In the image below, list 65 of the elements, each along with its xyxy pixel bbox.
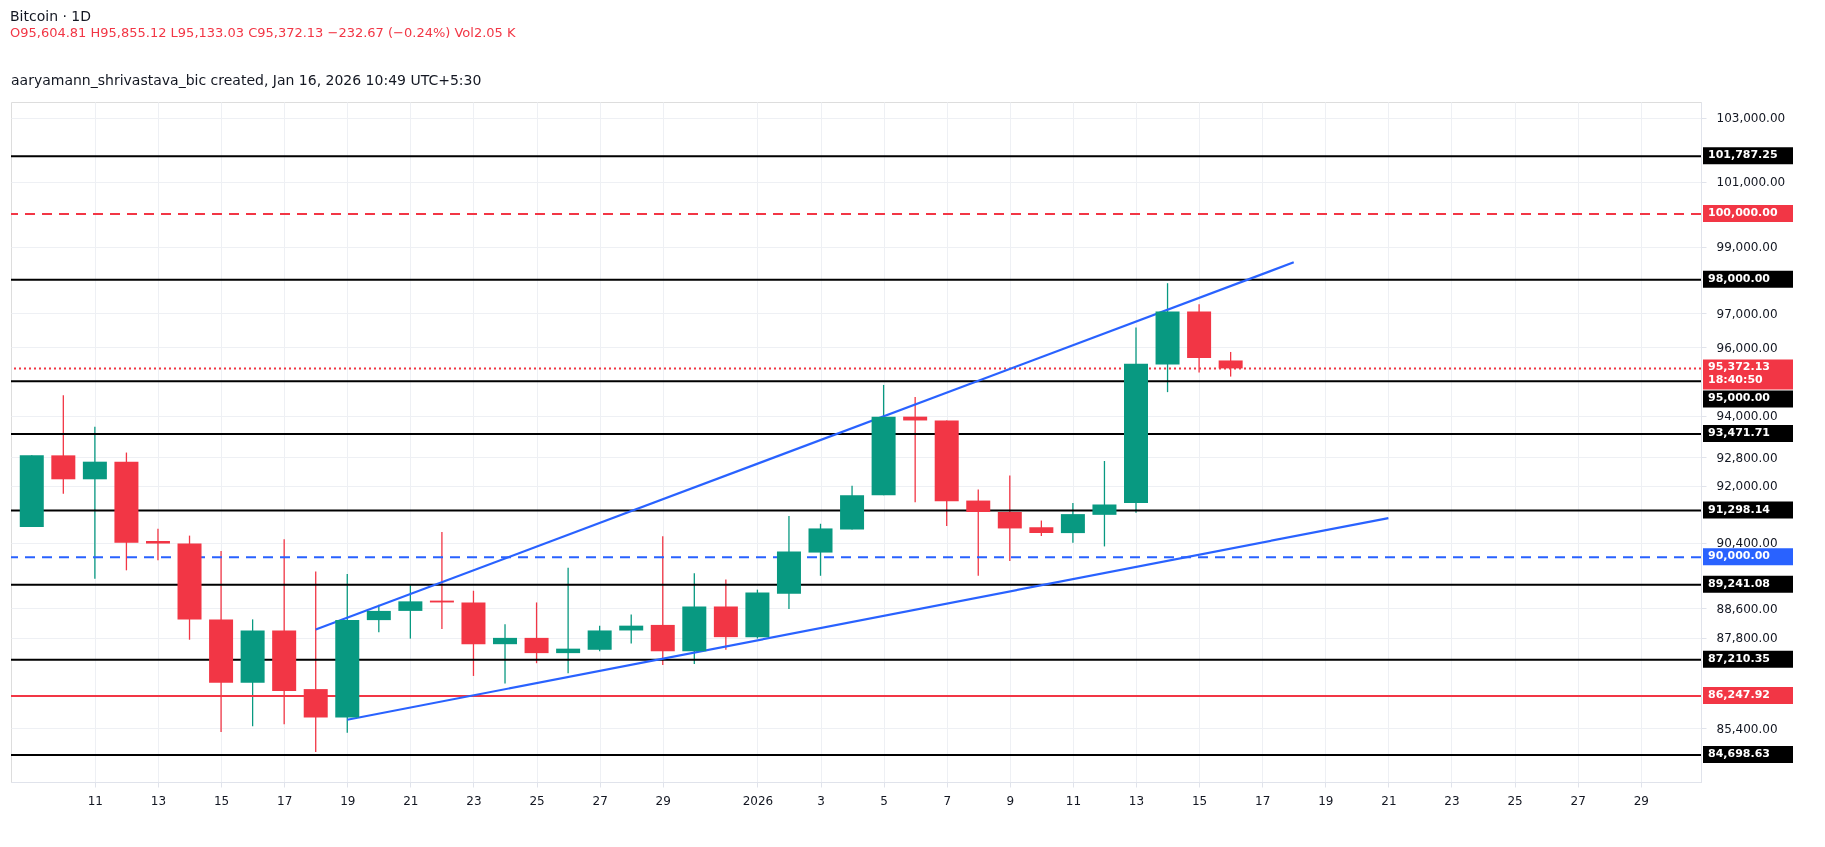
y-tick-label: 99,000.00 (1716, 240, 1778, 255)
ref-line-label: 93,471.71 (1708, 425, 1770, 439)
ref-line-label: 91,298.14 (1708, 502, 1771, 516)
candlestick (82, 426, 107, 580)
ref-line-label: 90,000.00 (1708, 549, 1771, 563)
x-tick-label: 11 (87, 793, 104, 808)
x-tick-label: 27 (1570, 793, 1586, 808)
candlestick (997, 474, 1022, 562)
y-tick-label: 97,000.00 (1716, 306, 1778, 321)
candlestick (966, 488, 991, 577)
x-tick-label: 13 (150, 793, 167, 808)
candlestick (493, 623, 518, 685)
x-tick-label: 17 (1255, 793, 1271, 808)
x-tick-label: 9 (1006, 793, 1015, 808)
candlestick (145, 528, 170, 561)
ref-line-label: 95,000.00 (1708, 391, 1771, 405)
y-tick-label: 87,800.00 (1716, 631, 1778, 646)
y-tick-label: 101,000.00 (1716, 175, 1786, 190)
x-tick-label: 15 (213, 793, 230, 808)
y-tick-label: 85,400.00 (1716, 721, 1778, 736)
x-tick-label: 23 (466, 793, 482, 808)
y-tick-label: 88,600.00 (1716, 601, 1778, 616)
text: aaryamann_shrivastava_bic created, Jan 16, 2026 10:49 UTC+5:30 (11, 72, 482, 88)
x-tick-label: 21 (1381, 793, 1397, 808)
x-tick-label: 29 (1633, 793, 1649, 808)
x-tick-label: 19 (340, 793, 356, 808)
candlestick (1092, 460, 1117, 548)
candlestick (587, 625, 612, 652)
ref-line-label: 86,247.92 (1708, 687, 1770, 701)
x-tick-label: 11 (1065, 793, 1082, 808)
x-tick-label: 7 (943, 793, 952, 808)
candlestick (1060, 502, 1085, 544)
x-tick-label: 21 (403, 793, 419, 808)
y-tick-label: 94,000.00 (1716, 409, 1778, 424)
x-tick-label: 19 (1318, 793, 1334, 808)
ref-line-label: 95,372.13 18:40:50 (1708, 360, 1770, 387)
x-tick-label: 29 (655, 793, 671, 808)
y-tick-label: 92,000.00 (1716, 479, 1778, 494)
ref-line-label: 84,698.63 (1708, 747, 1770, 761)
x-tick-label: 27 (592, 793, 608, 808)
x-tick-label: 23 (1444, 793, 1460, 808)
chart-subtitle: O95,604.81 H95,855.12 L95,133.03 C95,372.13 −232.67 (−0.24%) Vol2.05 K (10, 25, 517, 40)
ref-line-label: 98,000.00 (1708, 271, 1771, 285)
candlestick (556, 567, 581, 674)
x-tick-label: 3 (817, 793, 825, 808)
candlestick (524, 601, 549, 664)
x-tick-label: 13 (1128, 793, 1145, 808)
ref-line-label: 100,000.00 (1708, 206, 1778, 220)
x-tick-label: 5 (880, 793, 888, 808)
ref-line-label: 101,787.25 (1708, 148, 1778, 162)
y-tick-label: 96,000.00 (1716, 340, 1778, 355)
y-tick-label: 92,800.00 (1716, 450, 1778, 465)
y-tick-label: 103,000.00 (1716, 111, 1786, 126)
x-tick-label: 25 (529, 793, 545, 808)
candlestick (51, 394, 76, 495)
x-tick-label: 25 (1507, 793, 1523, 808)
ref-line-label: 87,210.35 (1708, 651, 1770, 665)
ref-line-label: 89,241.08 (1708, 576, 1770, 590)
x-tick-label: 2026 (742, 793, 774, 808)
chart-title: Bitcoin · 1D (10, 8, 92, 24)
candlestick (398, 584, 423, 640)
x-tick-label: 15 (1191, 793, 1208, 808)
y-tick-label: 90,400.00 (1716, 536, 1778, 551)
candlestick (366, 604, 391, 633)
x-tick-label: 17 (277, 793, 293, 808)
